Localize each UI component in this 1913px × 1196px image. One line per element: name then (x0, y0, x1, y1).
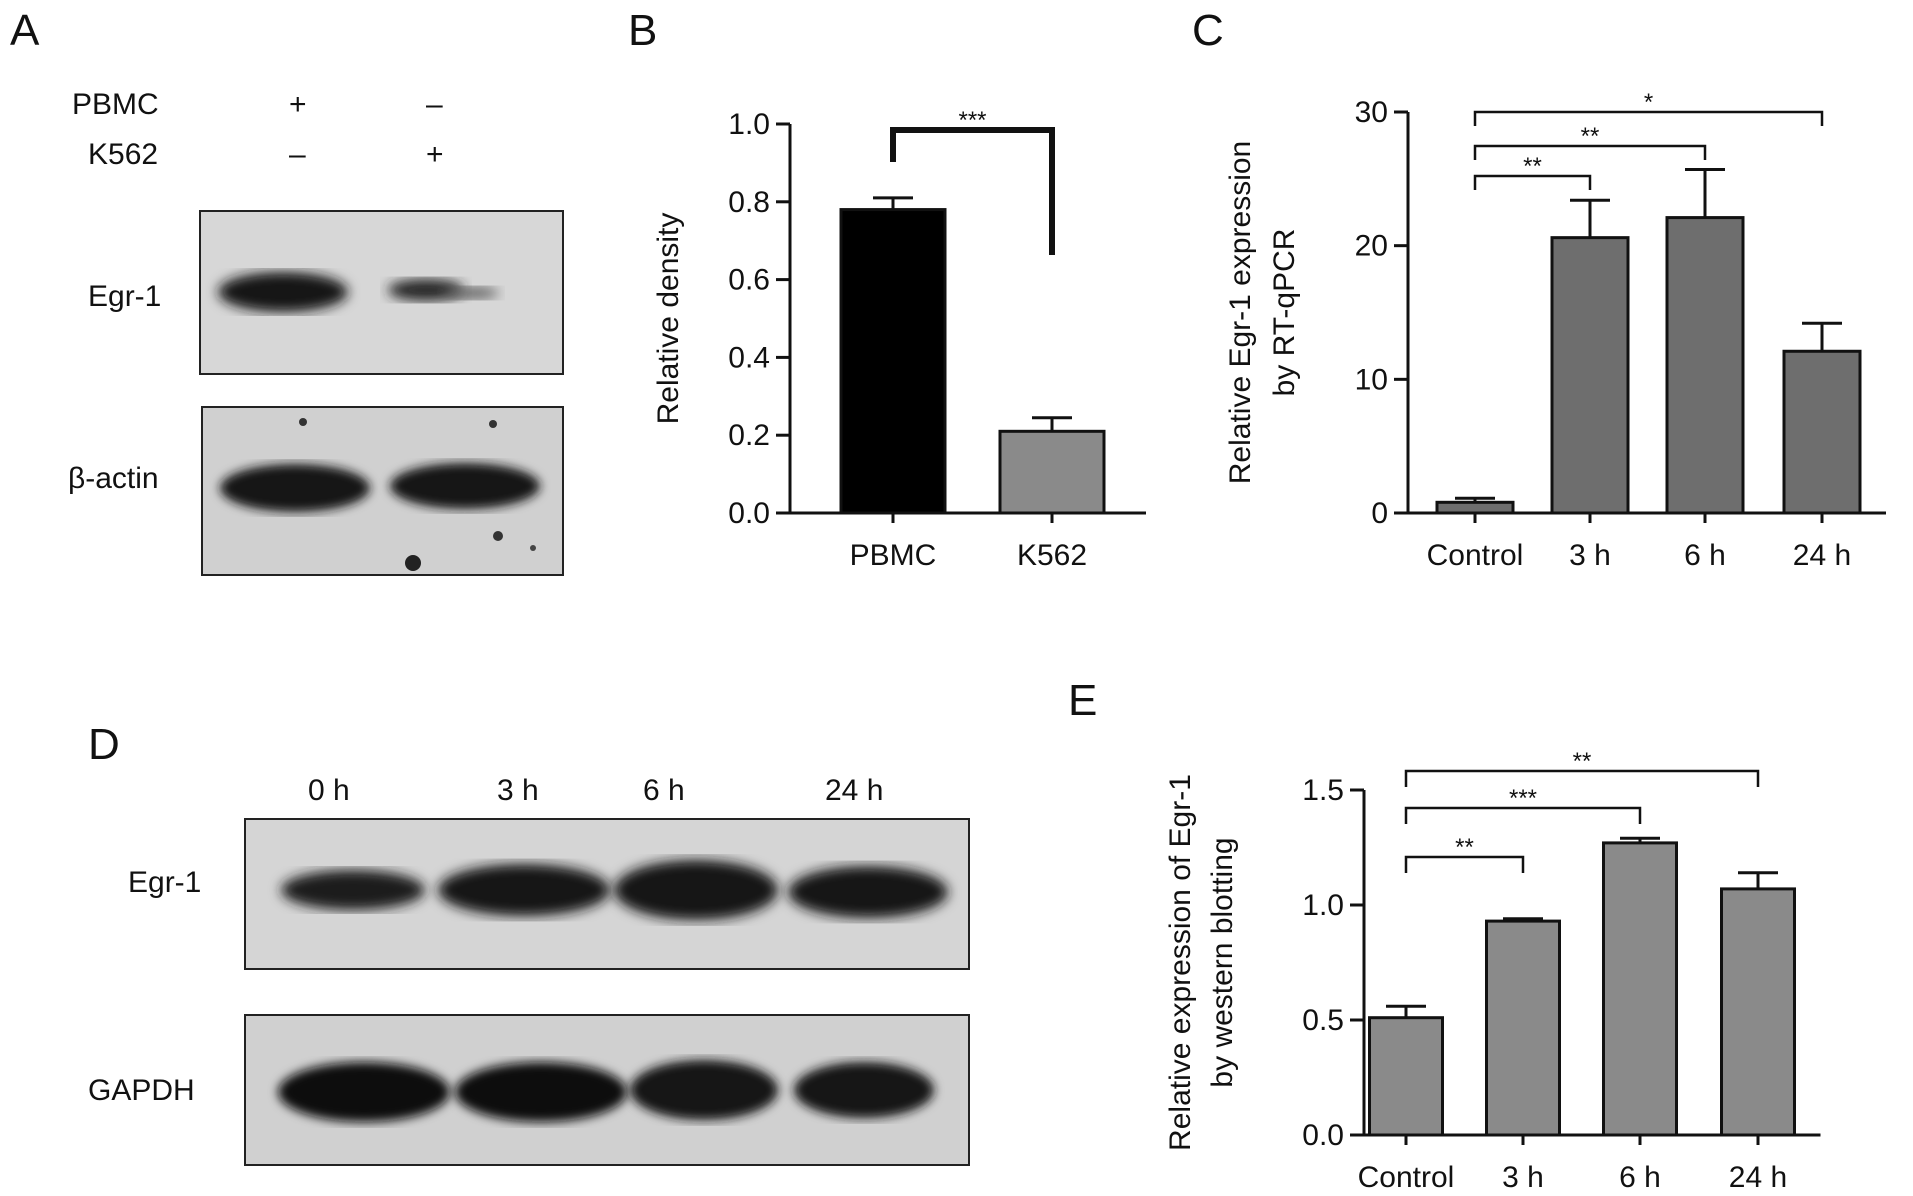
blot-speck (405, 555, 421, 571)
e-x-tick-label: 6 h (1619, 1161, 1661, 1194)
c-significance-bracket (1473, 144, 1707, 160)
blot-beta-actin (201, 406, 564, 576)
panel-letter-c: C (1192, 6, 1224, 55)
band-egr1-0h (281, 870, 425, 910)
c-y-tick-label: 20 (1355, 230, 1388, 263)
blot-label-egr1-a: Egr-1 (88, 280, 162, 313)
blot-speck (493, 531, 503, 541)
c-y-axis-label: by RT-qPCR (1268, 229, 1301, 397)
lane-label-6h: 6 h (643, 774, 685, 807)
e-y-tick-label: 0.5 (1302, 1004, 1344, 1037)
band-gapdh-24h (794, 1062, 934, 1118)
panel-letter-d: D (88, 720, 120, 769)
e-x-tick-label: 24 h (1729, 1161, 1787, 1194)
sign-pbmc-lane1: + (289, 88, 307, 121)
blot-label-gapdh: GAPDH (88, 1074, 195, 1107)
lane-label-24h: 24 h (825, 774, 884, 807)
b-bar (998, 429, 1106, 515)
c-y-tick-label: 10 (1355, 363, 1388, 396)
b-y-tick-label: 0.0 (728, 497, 770, 530)
c-y-axis-label: Relative Egr-1 expression (1224, 141, 1257, 485)
e-x-tick-label: 3 h (1502, 1161, 1544, 1194)
b-x-tick-label: PBMC (850, 539, 937, 572)
e-significance-bracket (1404, 769, 1760, 787)
blot-speck (489, 420, 497, 428)
e-significance-bracket (1404, 806, 1642, 824)
blot-egr1-a (199, 210, 564, 375)
blot-gapdh-bands (278, 1060, 934, 1122)
b-x-tick-label: K562 (1017, 539, 1087, 572)
e-x-tick-label: Control (1358, 1161, 1455, 1194)
b-y-tick-label: 0.8 (728, 186, 770, 219)
c-x-tick-label: 6 h (1684, 539, 1726, 572)
b-significance-bracket (890, 127, 1055, 255)
e-y-tick-label: 1.5 (1302, 774, 1344, 807)
c-x-tick-label: 3 h (1569, 539, 1611, 572)
band-egr1-24h (788, 866, 948, 918)
band-egr1-pbmc (218, 272, 348, 312)
c-x-tick-label: 24 h (1793, 539, 1851, 572)
e-significance-label: ** (1455, 834, 1474, 861)
e-y-tick-label: 0.0 (1302, 1119, 1344, 1152)
blot-label-beta-actin: β-actin (68, 462, 159, 495)
e-significance-label: ** (1573, 748, 1592, 775)
c-bar (1782, 349, 1862, 515)
c-bar (1550, 236, 1630, 515)
c-y-tick-label: 30 (1355, 96, 1388, 129)
b-significance-label: *** (958, 107, 986, 134)
sign-pbmc-lane2: – (426, 88, 443, 121)
e-bar (1368, 1016, 1444, 1137)
c-bar (1665, 216, 1745, 515)
sign-k562-lane2: + (426, 138, 444, 171)
c-bar (1435, 500, 1515, 515)
c-y-tick-label: 0 (1371, 497, 1388, 530)
band-gapdh-3h (455, 1062, 627, 1122)
panel-letter-a: A (10, 6, 40, 55)
band-egr1-k562-tail (443, 287, 499, 299)
band-gapdh-6h (630, 1060, 778, 1120)
e-y-axis-label: by western blotting (1206, 837, 1239, 1087)
band-egr1-k562 (388, 279, 464, 301)
b-bar (839, 208, 947, 515)
blot-beta-actin-bands (220, 418, 540, 571)
blot-gapdh (244, 1014, 970, 1166)
c-x-tick-label: Control (1427, 539, 1524, 572)
c-significance-label: ** (1523, 153, 1542, 180)
band-egr1-3h (438, 864, 610, 916)
blot-egr1-a-bands (218, 272, 499, 312)
blot-speck (530, 545, 536, 551)
sign-k562-lane1: – (289, 138, 306, 171)
blot-label-egr1-d: Egr-1 (128, 866, 202, 899)
c-significance-bracket (1473, 110, 1824, 126)
e-significance-bracket (1404, 855, 1525, 873)
blot-egr1-d-bands (281, 860, 948, 920)
lane-label-3h: 3 h (497, 774, 539, 807)
blot-speck (299, 418, 307, 426)
row-label-k562: K562 (88, 138, 159, 171)
e-significance-label: *** (1509, 785, 1537, 812)
e-bar (1485, 919, 1561, 1137)
e-bar (1602, 841, 1678, 1137)
c-significance-label: ** (1581, 123, 1600, 150)
b-y-tick-label: 0.4 (728, 341, 770, 374)
b-y-axis-label: Relative density (652, 213, 685, 425)
e-y-axis-label: Relative expression of Egr-1 (1164, 774, 1197, 1151)
c-significance-bracket (1473, 174, 1592, 190)
panel-letter-b: B (628, 6, 658, 55)
b-y-tick-label: 1.0 (728, 108, 770, 141)
b-y-tick-label: 0.2 (728, 419, 770, 452)
b-y-tick-label: 0.6 (728, 264, 770, 297)
blot-egr1-d (244, 818, 970, 970)
c-significance-label: * (1644, 89, 1653, 116)
band-gapdh-0h (278, 1062, 450, 1122)
band-actin-k562 (390, 463, 540, 509)
band-egr1-6h (614, 860, 778, 920)
e-bar (1720, 887, 1796, 1137)
row-label-pbmc: PBMC (72, 88, 159, 121)
band-actin-pbmc (220, 464, 370, 512)
lane-label-0h: 0 h (308, 774, 350, 807)
panel-letter-e: E (1068, 676, 1098, 725)
e-y-tick-label: 1.0 (1302, 889, 1344, 922)
